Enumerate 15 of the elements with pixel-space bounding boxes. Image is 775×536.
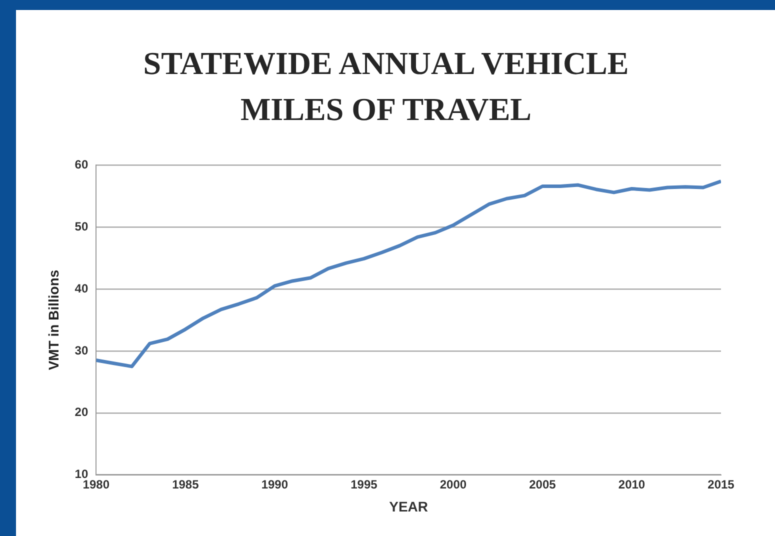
x-tick-label: 1995	[350, 477, 378, 492]
x-tick-label: 2000	[440, 477, 467, 492]
y-axis-title: VMT in Billions	[45, 270, 62, 370]
x-tick-label: 2005	[529, 477, 556, 492]
chart-title: STATEWIDE ANNUAL VEHICLE MILES OF TRAVEL	[142, 44, 630, 129]
y-tick-label: 20	[74, 405, 88, 420]
y-tick-label: 40	[74, 281, 88, 296]
x-axis-title: YEAR	[389, 498, 428, 514]
y-tick-label: 30	[74, 343, 88, 358]
x-tick-label: 1990	[261, 477, 288, 492]
y-tick-label: 50	[74, 219, 88, 234]
x-tick-label: 1985	[172, 477, 200, 492]
y-tick-label: 60	[74, 158, 88, 172]
x-tick-label: 2010	[618, 477, 646, 492]
x-tick-label: 2015	[708, 477, 735, 492]
